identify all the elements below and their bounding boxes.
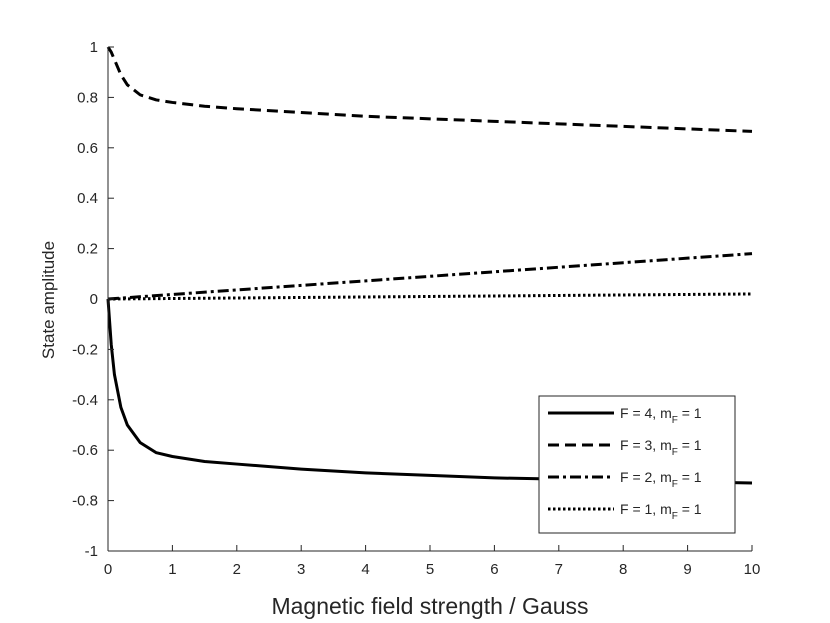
x-tick-label: 8 xyxy=(619,561,627,578)
x-tick-label: 0 xyxy=(104,561,112,578)
y-axis-ticks: -1 -0.8 -0.6 -0.4 -0.2 0 0.2 0.4 0.6 0.8 1 xyxy=(72,39,114,560)
y-tick-label: -0.4 xyxy=(72,392,98,409)
x-tick-label: 1 xyxy=(168,561,176,578)
legend-label-1: F = 4, mF = 1 xyxy=(620,405,702,426)
x-tick-label: 3 xyxy=(297,561,305,578)
y-tick-label: 0.6 xyxy=(77,140,98,157)
x-tick-label: 10 xyxy=(744,561,761,578)
y-axis-label: State amplitude xyxy=(39,241,58,359)
x-tick-label: 4 xyxy=(361,561,369,578)
x-tick-label: 5 xyxy=(426,561,434,578)
x-tick-label: 7 xyxy=(555,561,563,578)
y-tick-label: 0 xyxy=(90,291,98,308)
y-tick-label: -0.8 xyxy=(72,493,98,510)
y-tick-label: 0.8 xyxy=(77,89,98,106)
x-tick-label: 6 xyxy=(490,561,498,578)
legend-label-2: F = 3, mF = 1 xyxy=(620,437,702,458)
y-tick-label: 0.4 xyxy=(77,190,98,207)
x-tick-label: 2 xyxy=(233,561,241,578)
y-tick-label: -0.2 xyxy=(72,341,98,358)
x-tick-label: 9 xyxy=(683,561,691,578)
y-tick-label: 0.2 xyxy=(77,241,98,258)
legend: F = 4, mF = 1 F = 3, mF = 1 F = 2, mF = 1 F… xyxy=(538,395,736,534)
series-line-2 xyxy=(106,46,753,133)
legend-box xyxy=(538,395,736,534)
x-axis-label: Magnetic field strength / Gauss xyxy=(271,593,588,619)
series-line-3 xyxy=(107,252,753,301)
y-tick-label: -0.6 xyxy=(72,442,98,459)
series-line-4 xyxy=(107,292,753,301)
x-axis-ticks: 0 1 2 3 4 5 6 7 8 9 10 xyxy=(104,545,761,578)
y-tick-label: 1 xyxy=(90,39,98,56)
legend-label-4: F = 1, mF = 1 xyxy=(620,501,702,522)
y-tick-label: -1 xyxy=(85,543,98,560)
legend-label-3: F = 2, mF = 1 xyxy=(620,469,702,490)
